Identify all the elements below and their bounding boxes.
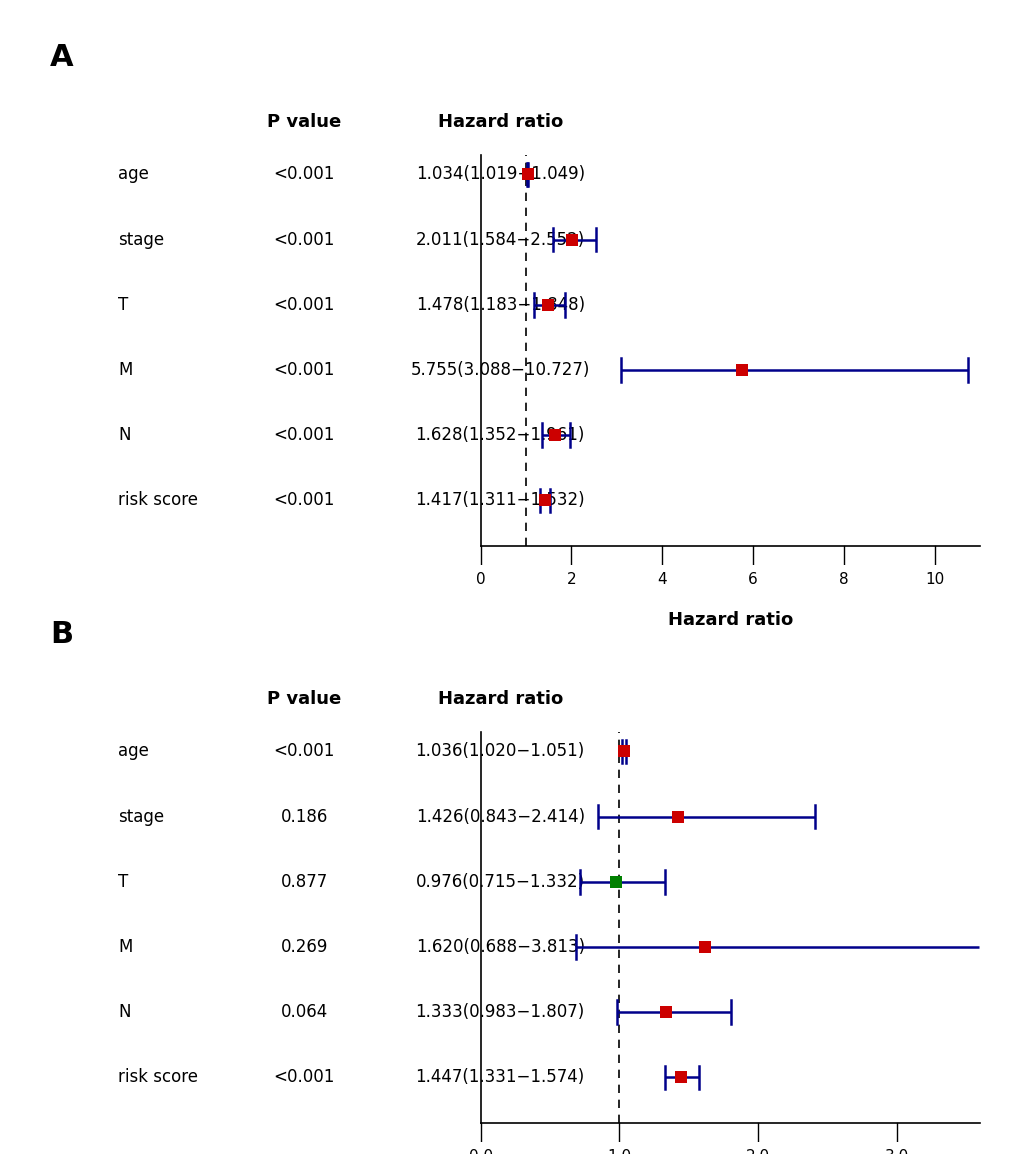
Text: risk score: risk score	[118, 492, 198, 509]
Text: 1.426(0.843−2.414): 1.426(0.843−2.414)	[415, 808, 584, 825]
Text: 1.333(0.983−1.807): 1.333(0.983−1.807)	[415, 1003, 584, 1021]
Text: 0.186: 0.186	[280, 808, 328, 825]
Text: 1.478(1.183−1.848): 1.478(1.183−1.848)	[415, 295, 584, 314]
Text: P value: P value	[267, 690, 341, 709]
Text: T: T	[118, 872, 128, 891]
Text: M: M	[118, 938, 132, 956]
Text: N: N	[118, 426, 130, 444]
Text: <0.001: <0.001	[273, 165, 334, 183]
Text: <0.001: <0.001	[273, 492, 334, 509]
Text: 1.036(1.020−1.051): 1.036(1.020−1.051)	[415, 742, 584, 760]
Text: 1.628(1.352−1.961): 1.628(1.352−1.961)	[415, 426, 584, 444]
Text: N: N	[118, 1003, 130, 1021]
Text: 0.064: 0.064	[280, 1003, 328, 1021]
Text: 1.034(1.019−1.049): 1.034(1.019−1.049)	[415, 165, 584, 183]
Text: 2: 2	[567, 572, 576, 587]
Text: 1.417(1.311−1.532): 1.417(1.311−1.532)	[415, 492, 585, 509]
Text: age: age	[118, 742, 149, 760]
Text: <0.001: <0.001	[273, 295, 334, 314]
Text: 1.0: 1.0	[606, 1149, 631, 1154]
Text: M: M	[118, 361, 132, 379]
Text: 0.0: 0.0	[468, 1149, 492, 1154]
Text: 6: 6	[747, 572, 757, 587]
Text: <0.001: <0.001	[273, 742, 334, 760]
Text: <0.001: <0.001	[273, 426, 334, 444]
Text: 0.976(0.715−1.332): 0.976(0.715−1.332)	[415, 872, 584, 891]
Text: Hazard ratio: Hazard ratio	[667, 612, 792, 629]
Text: 4: 4	[657, 572, 666, 587]
Text: stage: stage	[118, 808, 164, 825]
Text: 0: 0	[475, 572, 485, 587]
Text: 2.011(1.584−2.552): 2.011(1.584−2.552)	[415, 231, 584, 248]
Text: A: A	[50, 43, 73, 72]
Text: T: T	[118, 295, 128, 314]
Text: 10: 10	[924, 572, 944, 587]
Text: P value: P value	[267, 113, 341, 132]
Text: 2.0: 2.0	[745, 1149, 769, 1154]
Text: 5.755(3.088−10.727): 5.755(3.088−10.727)	[410, 361, 589, 379]
Text: stage: stage	[118, 231, 164, 248]
Text: risk score: risk score	[118, 1069, 198, 1086]
Text: age: age	[118, 165, 149, 183]
Text: B: B	[50, 620, 72, 649]
Text: 3.0: 3.0	[883, 1149, 908, 1154]
Text: <0.001: <0.001	[273, 1069, 334, 1086]
Text: Hazard ratio: Hazard ratio	[437, 690, 562, 709]
Text: Hazard ratio: Hazard ratio	[437, 113, 562, 132]
Text: 0.877: 0.877	[280, 872, 328, 891]
Text: <0.001: <0.001	[273, 361, 334, 379]
Text: 1.447(1.331−1.574): 1.447(1.331−1.574)	[415, 1069, 584, 1086]
Text: 0.269: 0.269	[280, 938, 328, 956]
Text: <0.001: <0.001	[273, 231, 334, 248]
Text: 1.620(0.688−3.813): 1.620(0.688−3.813)	[415, 938, 584, 956]
Text: 8: 8	[839, 572, 848, 587]
